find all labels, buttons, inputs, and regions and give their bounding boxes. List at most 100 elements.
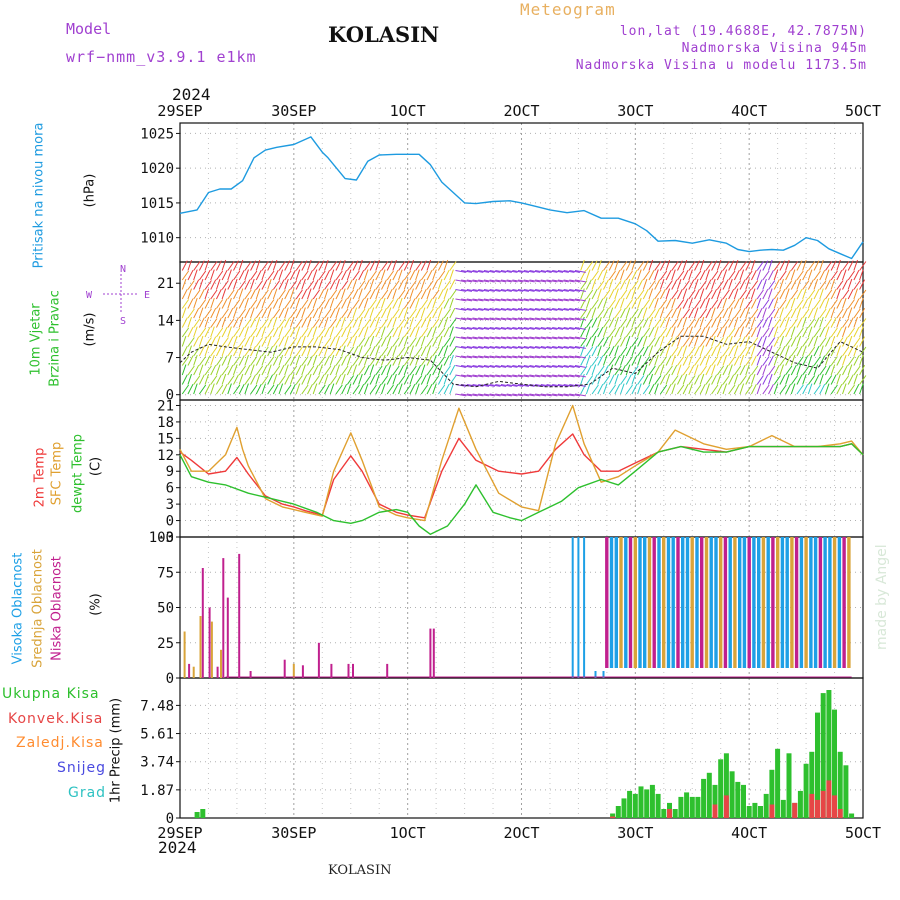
wind-barb [352,364,358,376]
wind-barb [546,289,558,292]
wind-barb [540,336,552,340]
wind-barb [569,336,581,340]
wind-barb [836,316,841,328]
precip-legend-freezing: Zaledj.Kisa [16,735,104,751]
wind-barb [335,317,342,328]
wind-barb [409,308,417,319]
wind-barb [682,308,690,319]
wind-barb [443,298,450,309]
wind-barb [779,374,786,385]
wind-barb [569,365,581,368]
wind-barb [238,288,244,300]
wind-barb [512,270,524,273]
wind-barb [495,308,507,311]
wind-barb [779,307,784,319]
wind-barb [233,327,241,338]
wind-barb [608,327,616,338]
wind-barb [688,279,695,290]
wind-barb [813,364,819,376]
wind-barb [432,289,440,300]
wind-barb [227,346,235,357]
pressure-series-0 [179,136,864,260]
wind-barb [631,308,639,319]
wind-barb [381,261,389,271]
wind-barb [602,297,608,309]
precip-bar [638,786,644,818]
wind-barb [329,354,335,366]
wind-barb [796,364,802,376]
wind-barb [295,383,301,395]
wind-barb [591,356,599,366]
wind-barb [244,346,252,357]
wind-barb [779,270,787,281]
wind-barb [233,288,239,300]
wind-barb [546,298,558,302]
wind-barb [301,374,308,385]
wind-barb [517,336,529,340]
cloud-bar [292,663,295,678]
wind-barb [358,326,365,338]
wind-barb [403,270,412,281]
wind-barb [255,337,264,347]
wind-barb [796,356,804,366]
wind-barb [671,354,676,366]
x-tick-label-bottom: 5OCT [845,824,881,842]
wind-barb [705,383,710,395]
wind-barb [272,259,278,271]
wind-barb [585,261,594,271]
wind-barb [648,298,655,309]
wind-barb [597,308,605,319]
wind-barb [722,279,729,290]
wind-barb [489,327,501,330]
wind-barb [415,375,423,385]
cloud-bar [301,665,304,678]
wind-barb [415,326,420,338]
wind-barb [181,335,187,347]
wind-barb [552,346,564,349]
wind-barb [733,259,739,271]
wind-barb [472,393,484,397]
wind-barb [238,337,246,347]
wind-barb [318,307,323,319]
cloud-bar [738,537,742,668]
wind-barb [461,374,473,378]
wind-barb [398,279,405,290]
wind-barb [552,289,564,292]
cloud-bar [222,558,225,678]
wind-barb [847,374,854,385]
wind-barb [625,317,632,328]
y-tick-label: 0 [166,671,174,687]
wind-barb [307,373,312,385]
wind-barb [198,270,207,281]
wind-barb [386,317,393,328]
wind-barb [181,384,190,395]
wind-barb [847,384,855,395]
wind-barb [255,355,262,366]
wind-barb [563,374,575,378]
wind-barb [267,270,275,281]
wind-barb [363,336,370,347]
wind-barb [705,269,710,281]
wind-barb [745,299,753,309]
wind-barb [255,383,262,395]
wind-barb [563,355,575,359]
cloud-bar [695,537,699,668]
wind-barb [557,346,569,349]
wind-barb [261,326,266,338]
wind-barb [665,326,672,338]
wind-barb [346,346,355,357]
wind-barb [352,299,360,309]
wind-barb [449,346,457,357]
wind-barb [728,327,736,338]
wind-barb [216,384,224,395]
wind-barb [699,298,706,309]
wind-barb [785,365,793,376]
wind-barb [472,346,484,349]
wind-barb [807,261,816,271]
precip-bar [632,793,638,818]
wind-barb [295,261,303,271]
wind-barb [500,327,512,330]
wind-barb [215,335,221,347]
cloud-bar [628,537,633,668]
wind-barb [437,299,446,309]
